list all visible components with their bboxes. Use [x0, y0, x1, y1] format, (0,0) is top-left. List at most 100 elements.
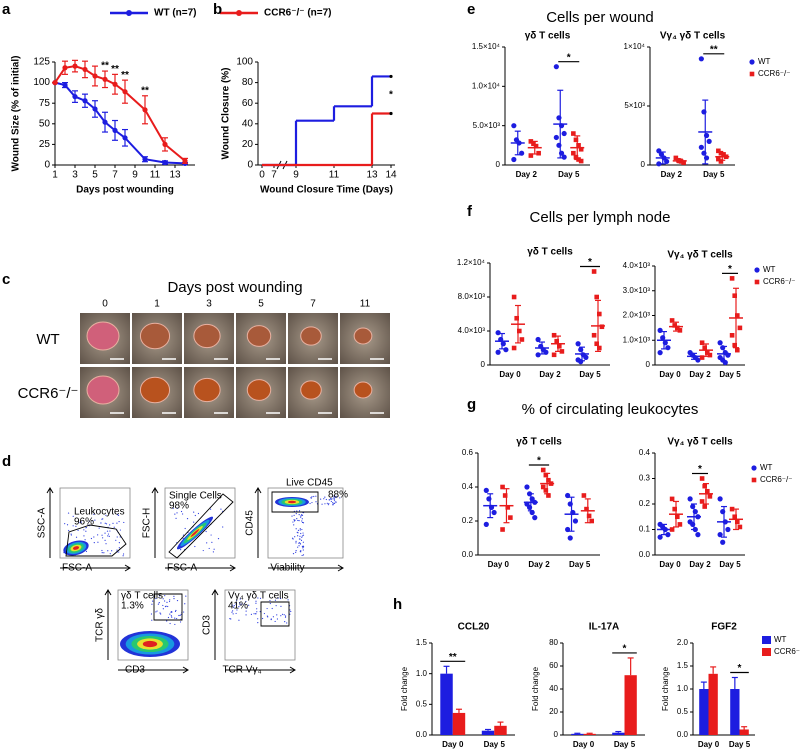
event	[276, 614, 278, 616]
event	[238, 605, 240, 608]
point	[665, 532, 671, 538]
event	[333, 498, 336, 500]
y-tick-label: 100	[33, 77, 50, 88]
event	[202, 549, 204, 552]
point	[554, 338, 559, 344]
point	[699, 355, 705, 360]
event	[297, 546, 299, 548]
event	[302, 554, 305, 556]
subplot-title: γδ T cells	[525, 31, 571, 42]
y-tick-label: 75	[39, 98, 51, 109]
density	[190, 529, 200, 537]
event	[277, 597, 279, 599]
event	[112, 522, 114, 525]
point	[553, 134, 559, 141]
event	[172, 507, 174, 509]
point	[514, 315, 519, 321]
event	[104, 539, 106, 541]
point	[573, 154, 579, 160]
point	[732, 293, 737, 298]
point	[720, 539, 726, 545]
event	[85, 527, 87, 529]
flow-plot	[59, 487, 131, 559]
y-axis-title: Wound Closure (%)	[221, 67, 232, 159]
x-arrow	[268, 564, 344, 572]
bar	[452, 712, 466, 735]
event	[118, 520, 120, 523]
point	[717, 496, 723, 502]
event	[301, 514, 304, 516]
panel-title: Days post wounding	[167, 279, 302, 296]
event	[295, 550, 297, 552]
y-tick-label: 0.5	[416, 699, 428, 708]
x-tick-label: Day 5	[719, 370, 741, 379]
day-label: 11	[360, 299, 371, 310]
significance: *	[537, 456, 541, 467]
point	[664, 158, 670, 165]
event	[151, 619, 153, 621]
event	[250, 613, 253, 615]
event	[235, 599, 238, 601]
event	[119, 536, 121, 538]
event	[175, 609, 177, 612]
event	[176, 599, 179, 602]
point	[737, 325, 743, 331]
event	[245, 610, 247, 612]
event	[97, 541, 99, 543]
event	[302, 532, 304, 534]
panel-label: d	[2, 453, 11, 470]
event	[302, 534, 305, 536]
wound	[300, 326, 322, 346]
end-point	[389, 74, 393, 79]
event	[283, 614, 285, 616]
event	[97, 534, 99, 536]
bar	[612, 732, 625, 735]
event	[116, 513, 119, 516]
event	[152, 600, 154, 602]
panel-label: g	[467, 396, 476, 413]
significance: **	[710, 44, 718, 55]
point	[102, 119, 108, 125]
point	[546, 493, 551, 498]
event	[315, 495, 317, 497]
event	[332, 504, 334, 506]
event	[235, 612, 237, 615]
event	[292, 538, 294, 540]
event	[276, 618, 279, 620]
point	[672, 506, 677, 512]
event	[266, 615, 268, 617]
x-axis-title: Wound Closure Time (Days)	[260, 185, 393, 196]
event	[295, 551, 297, 553]
point	[571, 131, 576, 136]
x-tick-label: 11	[329, 170, 340, 181]
event	[245, 600, 247, 603]
gate-percent: 96%	[74, 517, 94, 528]
significance: *	[728, 264, 732, 275]
x-arrow	[60, 564, 131, 572]
x-tick-label: Day 2	[689, 560, 711, 569]
point	[751, 465, 757, 471]
event	[299, 543, 302, 545]
event	[299, 535, 301, 537]
significance: *	[389, 90, 393, 101]
event	[246, 607, 248, 609]
y-tick-label: 0	[496, 160, 501, 169]
event	[169, 613, 171, 615]
event	[284, 621, 286, 623]
wound	[300, 380, 322, 400]
event	[301, 554, 303, 557]
bar	[440, 673, 453, 735]
x-tick-label: 11	[150, 170, 161, 181]
event	[162, 598, 164, 600]
y-tick-label: 0	[481, 360, 486, 369]
y-tick-label: 50	[39, 118, 51, 129]
event	[298, 510, 301, 512]
event	[298, 538, 301, 540]
y-tick-label: 5.0×10³	[473, 121, 501, 130]
plot-frame	[164, 487, 236, 559]
x-axis-title: CD3	[125, 665, 145, 676]
event	[289, 613, 291, 615]
event	[104, 522, 106, 524]
event	[107, 535, 109, 537]
panel-title: Cells per lymph node	[530, 209, 671, 226]
